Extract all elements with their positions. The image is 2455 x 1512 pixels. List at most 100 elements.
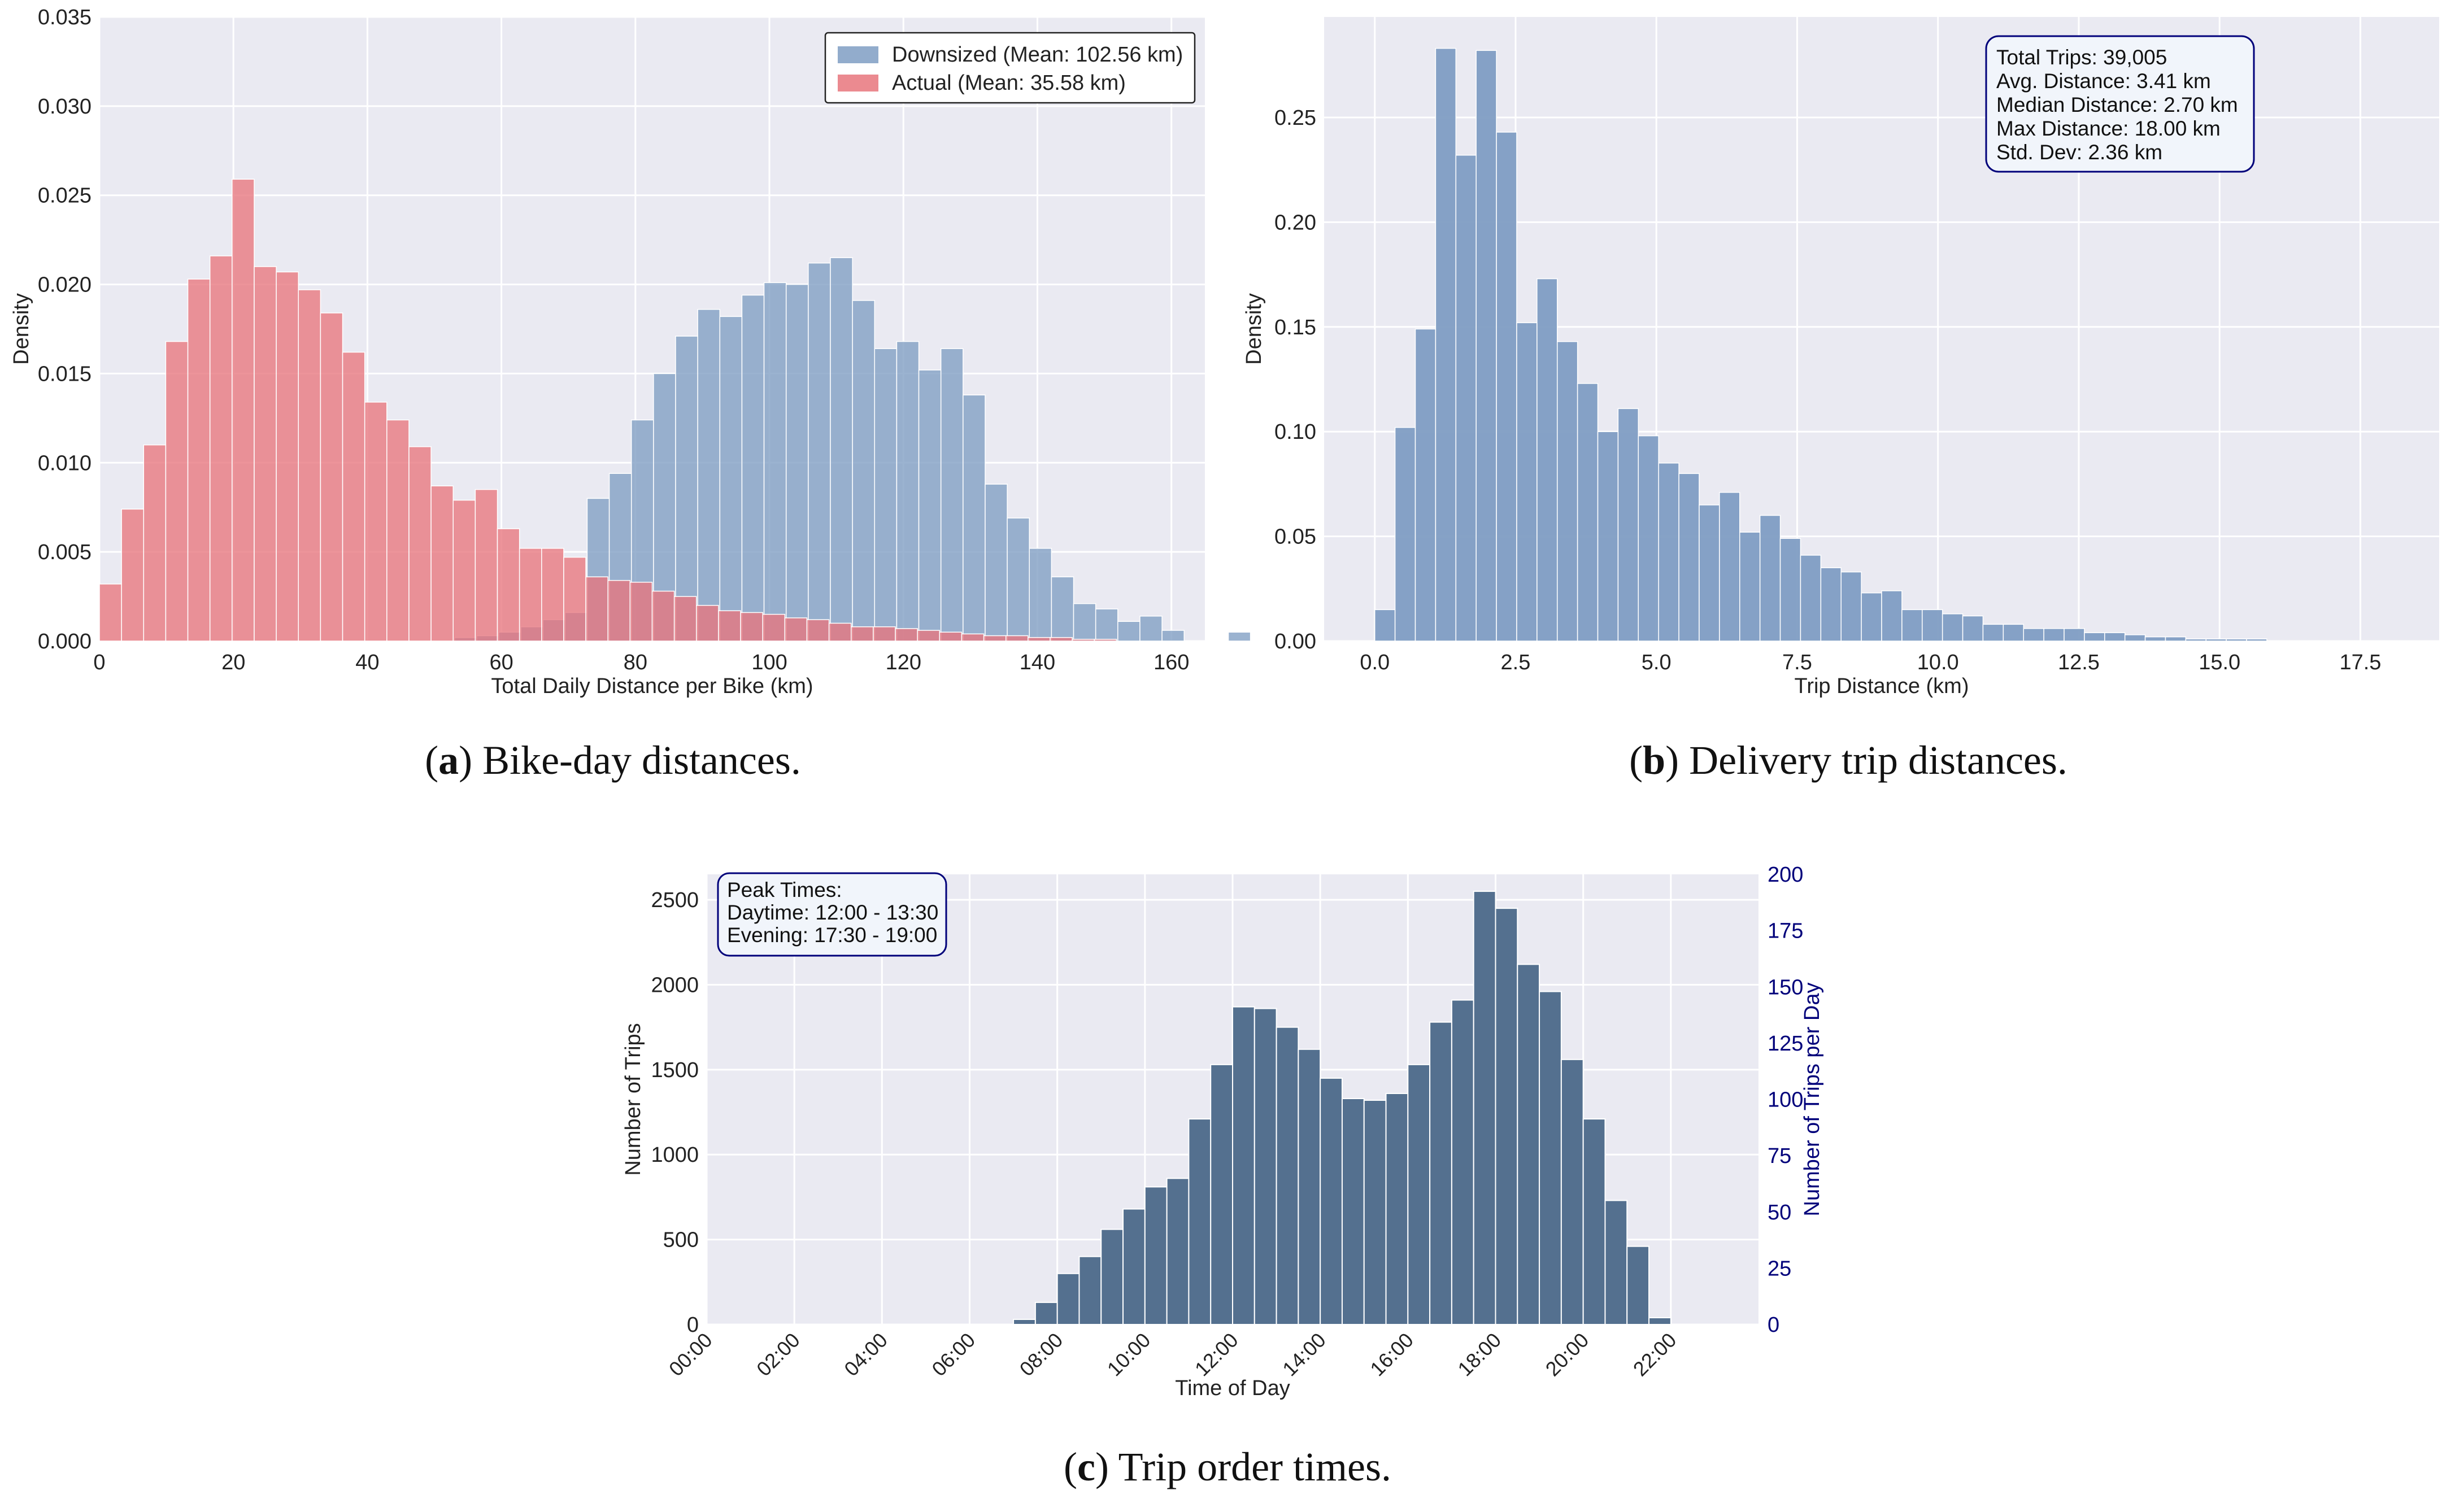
- bar: [896, 341, 920, 642]
- x-tick-label: 2.5: [1501, 651, 1531, 674]
- x-tick-label: 12.5: [2058, 651, 2100, 674]
- bar: [1028, 637, 1051, 642]
- stats-line: Avg. Distance: 3.41 km: [1996, 69, 2211, 93]
- y-tick-label: 1500: [651, 1058, 699, 1082]
- bar: [386, 419, 410, 642]
- bar: [985, 483, 1008, 642]
- bar: [1648, 1317, 1672, 1325]
- bar: [961, 633, 985, 642]
- bar: [1626, 1245, 1650, 1325]
- bar: [785, 284, 809, 642]
- bar: [99, 583, 122, 642]
- x-tick-label: 04:00: [839, 1328, 892, 1381]
- bar: [2226, 638, 2247, 642]
- bar: [1516, 322, 1538, 642]
- y-tick-label: 0.000: [38, 630, 92, 653]
- bar: [718, 610, 741, 642]
- y-tick-label: 2500: [651, 888, 699, 912]
- bar: [2003, 624, 2024, 642]
- bar: [808, 262, 831, 642]
- bar: [719, 316, 743, 642]
- bar: [2043, 628, 2065, 642]
- bar: [1739, 531, 1761, 642]
- stats-line: Median Distance: 2.70 km: [1996, 93, 2238, 116]
- x-tick-label: 18:00: [1453, 1328, 1505, 1381]
- bar: [1536, 278, 1558, 642]
- bar: [475, 489, 498, 642]
- bar: [2165, 636, 2187, 642]
- bar: [1840, 571, 1862, 642]
- y-tick-label: 0.030: [38, 95, 92, 119]
- bar: [1072, 639, 1095, 642]
- bar: [254, 266, 277, 642]
- x-tick-label: 10.0: [1917, 651, 1959, 674]
- bar: [1051, 576, 1074, 642]
- bar: [1881, 590, 1903, 642]
- x-tick-label: 20:00: [1541, 1328, 1594, 1381]
- bar: [895, 628, 918, 642]
- bar: [762, 613, 786, 642]
- bar: [1056, 1273, 1080, 1326]
- bar: [2205, 638, 2227, 642]
- x-tick-label: 17.5: [2339, 651, 2381, 674]
- bar: [1407, 1064, 1431, 1326]
- bar: [939, 631, 963, 642]
- bar: [1560, 1058, 1584, 1325]
- bar: [121, 508, 145, 642]
- bar: [1779, 538, 1801, 642]
- series-1: [99, 178, 1117, 642]
- bar: [1699, 504, 1720, 642]
- bar: [1800, 555, 1822, 642]
- bar: [1253, 1008, 1277, 1325]
- y-tick-label: 0.035: [38, 6, 92, 29]
- x-tick-label: 08:00: [1015, 1328, 1068, 1381]
- bar: [232, 178, 255, 642]
- bar: [2084, 632, 2105, 642]
- y-tick-label: 2000: [651, 973, 699, 997]
- bar: [2144, 636, 2166, 642]
- x-tick-label: 60: [489, 651, 513, 674]
- y-tick-label: 0.020: [38, 273, 92, 297]
- y-tick-label: 0: [687, 1313, 699, 1337]
- x-tick-label: 16:00: [1365, 1328, 1418, 1381]
- bar: [1922, 609, 1943, 642]
- legend-swatch: [838, 46, 878, 63]
- x-axis-label: Time of Day: [1175, 1376, 1290, 1400]
- bar: [697, 309, 721, 642]
- stats-line: Max Distance: 18.00 km: [1996, 117, 2221, 140]
- bar: [1473, 891, 1496, 1325]
- bar: [165, 341, 189, 642]
- series-0: [454, 257, 1251, 642]
- bar: [1166, 1178, 1190, 1325]
- y-axis-label: Density: [10, 293, 33, 365]
- x-tick-label: 80: [624, 651, 647, 674]
- right-axis: 0 25 50 75 100 125 150 175 200 Number of Trips pe…: [1768, 863, 1824, 1337]
- bar: [1582, 1118, 1606, 1325]
- bar: [1638, 435, 1659, 642]
- bar: [873, 626, 896, 642]
- right-tick-label: 50: [1768, 1201, 1791, 1225]
- bar: [1394, 427, 1416, 642]
- right-tick-label: 175: [1768, 920, 1803, 943]
- bar: [1188, 1118, 1212, 1325]
- bar: [430, 485, 454, 642]
- x-tick-label: 120: [886, 651, 921, 674]
- right-tick-label: 150: [1768, 975, 1803, 999]
- legend-box: [824, 32, 1196, 104]
- bar: [1597, 431, 1619, 642]
- x-tick-label: 0.0: [1360, 651, 1390, 674]
- bar: [830, 257, 853, 642]
- x-tick-label: 0: [93, 651, 105, 674]
- y-tick-label: 0.010: [38, 451, 92, 475]
- bar: [1517, 964, 1540, 1325]
- chart-a: 0.000 0.005 0.010 0.015 0.020 0.025 0.030 0.035…: [10, 6, 1251, 698]
- bar: [1232, 1006, 1255, 1325]
- caption-c: (c) Trip order times.: [1064, 1444, 1391, 1489]
- bar: [320, 312, 343, 642]
- bar: [1094, 639, 1117, 642]
- legend-label: Downsized (Mean: 102.56 km): [892, 43, 1183, 67]
- x-axis-label: Total Daily Distance per Bike (km): [491, 674, 813, 698]
- y-tick-label: 0.25: [1274, 106, 1316, 130]
- x-axis-label: Trip Distance (km): [1795, 674, 1969, 698]
